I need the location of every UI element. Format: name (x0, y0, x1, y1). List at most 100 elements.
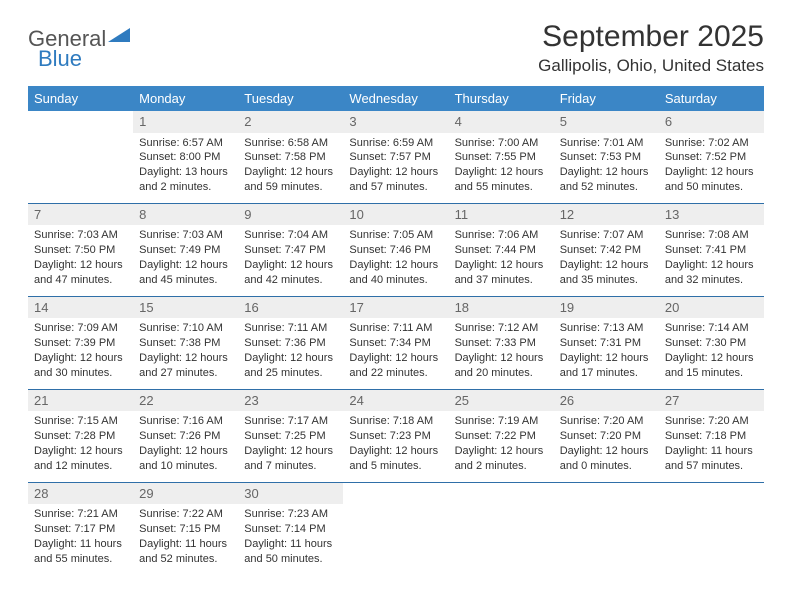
daylight-text: and 37 minutes. (455, 273, 548, 288)
sunrise-text: Sunrise: 7:10 AM (139, 321, 232, 336)
daylight-text: and 42 minutes. (244, 273, 337, 288)
daylight-text: and 57 minutes. (349, 180, 442, 195)
daylight-text: and 15 minutes. (665, 366, 758, 381)
sunrise-text: Sunrise: 7:17 AM (244, 414, 337, 429)
calendar-cell: 19Sunrise: 7:13 AMSunset: 7:31 PMDayligh… (554, 296, 659, 389)
day-number: 29 (133, 483, 238, 505)
daylight-text: Daylight: 12 hours (560, 444, 653, 459)
sunset-text: Sunset: 7:38 PM (139, 336, 232, 351)
sunset-text: Sunset: 7:39 PM (34, 336, 127, 351)
day-header: Tuesday (238, 86, 343, 111)
calendar-cell: 24Sunrise: 7:18 AMSunset: 7:23 PMDayligh… (343, 389, 448, 482)
daylight-text: and 57 minutes. (665, 459, 758, 474)
daylight-text: Daylight: 12 hours (244, 444, 337, 459)
daylight-text: and 32 minutes. (665, 273, 758, 288)
calendar-cell (554, 482, 659, 574)
calendar-cell (28, 111, 133, 203)
calendar-cell: 30Sunrise: 7:23 AMSunset: 7:14 PMDayligh… (238, 482, 343, 574)
sunset-text: Sunset: 7:20 PM (560, 429, 653, 444)
sunset-text: Sunset: 7:18 PM (665, 429, 758, 444)
sunset-text: Sunset: 7:41 PM (665, 243, 758, 258)
calendar-cell: 17Sunrise: 7:11 AMSunset: 7:34 PMDayligh… (343, 296, 448, 389)
day-header: Saturday (659, 86, 764, 111)
sunset-text: Sunset: 7:44 PM (455, 243, 548, 258)
calendar-cell: 22Sunrise: 7:16 AMSunset: 7:26 PMDayligh… (133, 389, 238, 482)
sunrise-text: Sunrise: 7:04 AM (244, 228, 337, 243)
daylight-text: and 45 minutes. (139, 273, 232, 288)
daylight-text: and 40 minutes. (349, 273, 442, 288)
sunrise-text: Sunrise: 7:08 AM (665, 228, 758, 243)
daylight-text: Daylight: 12 hours (455, 444, 548, 459)
sunset-text: Sunset: 7:25 PM (244, 429, 337, 444)
day-header: Friday (554, 86, 659, 111)
daylight-text: Daylight: 12 hours (665, 351, 758, 366)
day-number: 5 (554, 111, 659, 133)
sunset-text: Sunset: 7:57 PM (349, 150, 442, 165)
day-number: 12 (554, 204, 659, 226)
day-header: Monday (133, 86, 238, 111)
daylight-text: and 52 minutes. (560, 180, 653, 195)
day-number: 22 (133, 390, 238, 412)
sunrise-text: Sunrise: 7:22 AM (139, 507, 232, 522)
title-block: September 2025 Gallipolis, Ohio, United … (538, 20, 764, 76)
daylight-text: and 59 minutes. (244, 180, 337, 195)
sunrise-text: Sunrise: 7:05 AM (349, 228, 442, 243)
daylight-text: Daylight: 11 hours (665, 444, 758, 459)
calendar-body: 1Sunrise: 6:57 AMSunset: 8:00 PMDaylight… (28, 111, 764, 575)
sunrise-text: Sunrise: 7:03 AM (34, 228, 127, 243)
calendar-cell: 11Sunrise: 7:06 AMSunset: 7:44 PMDayligh… (449, 203, 554, 296)
sunrise-text: Sunrise: 7:13 AM (560, 321, 653, 336)
daylight-text: Daylight: 12 hours (139, 351, 232, 366)
calendar-week-row: 28Sunrise: 7:21 AMSunset: 7:17 PMDayligh… (28, 482, 764, 574)
daylight-text: Daylight: 12 hours (665, 258, 758, 273)
day-number: 15 (133, 297, 238, 319)
daylight-text: and 27 minutes. (139, 366, 232, 381)
sunrise-text: Sunrise: 7:14 AM (665, 321, 758, 336)
daylight-text: and 7 minutes. (244, 459, 337, 474)
day-number: 17 (343, 297, 448, 319)
calendar-week-row: 14 Sunrise: 7:09 AMSunset: 7:39 PM Dayligh… (28, 296, 764, 389)
sunset-text: Sunset: 7:31 PM (560, 336, 653, 351)
sunset-text: Sunset: 7:14 PM (244, 522, 337, 537)
location: Gallipolis, Ohio, United States (538, 56, 764, 76)
daylight-text: and 20 minutes. (455, 366, 548, 381)
sunrise-text: Sunrise: 7:12 AM (455, 321, 548, 336)
header: General September 2025 Gallipolis, Ohio,… (28, 20, 764, 76)
calendar-cell: 10Sunrise: 7:05 AMSunset: 7:46 PMDayligh… (343, 203, 448, 296)
daylight-text: Daylight: 12 hours (139, 444, 232, 459)
sunset-text: Sunset: 7:46 PM (349, 243, 442, 258)
sunset-text: Sunset: 8:00 PM (139, 150, 232, 165)
daylight-text: and 17 minutes. (560, 366, 653, 381)
day-number: 19 (554, 297, 659, 319)
calendar-cell (659, 482, 764, 574)
sunrise-text: Sunrise: 7:03 AM (139, 228, 232, 243)
sunrise-text: Sunrise: 7:09 AM (34, 321, 127, 336)
sunrise-text: Sunrise: 6:57 AM (139, 136, 232, 151)
daylight-text: and 10 minutes. (139, 459, 232, 474)
sunset-text: Sunset: 7:36 PM (244, 336, 337, 351)
sunrise-text: Sunrise: 7:11 AM (349, 321, 442, 336)
daylight-text: Daylight: 12 hours (34, 258, 127, 273)
daylight-text: and 0 minutes. (560, 459, 653, 474)
calendar-week-row: 7Sunrise: 7:03 AMSunset: 7:50 PMDaylight… (28, 203, 764, 296)
logo-text-blue: Blue (38, 46, 82, 72)
calendar-cell: 8Sunrise: 7:03 AMSunset: 7:49 PMDaylight… (133, 203, 238, 296)
day-number: 3 (343, 111, 448, 133)
calendar-cell: 1Sunrise: 6:57 AMSunset: 8:00 PMDaylight… (133, 111, 238, 203)
day-number: 25 (449, 390, 554, 412)
calendar-cell (449, 482, 554, 574)
daylight-text: and 5 minutes. (349, 459, 442, 474)
day-number: 14 (28, 297, 133, 319)
calendar-cell: 28Sunrise: 7:21 AMSunset: 7:17 PMDayligh… (28, 482, 133, 574)
calendar-cell: 16Sunrise: 7:11 AMSunset: 7:36 PMDayligh… (238, 296, 343, 389)
daylight-text: and 50 minutes. (244, 552, 337, 567)
sunrise-text: Sunrise: 7:23 AM (244, 507, 337, 522)
calendar-cell: 14Sunrise: 7:09 AMSunset: 7:39 PMDayligh… (28, 296, 133, 389)
calendar-cell: 20Sunrise: 7:14 AMSunset: 7:30 PMDayligh… (659, 296, 764, 389)
daylight-text: Daylight: 12 hours (34, 444, 127, 459)
day-number: 26 (554, 390, 659, 412)
calendar-cell: 23Sunrise: 7:17 AMSunset: 7:25 PMDayligh… (238, 389, 343, 482)
calendar-cell: 21Sunrise: 7:15 AMSunset: 7:28 PMDayligh… (28, 389, 133, 482)
sunset-text: Sunset: 7:49 PM (139, 243, 232, 258)
daylight-text: and 50 minutes. (665, 180, 758, 195)
